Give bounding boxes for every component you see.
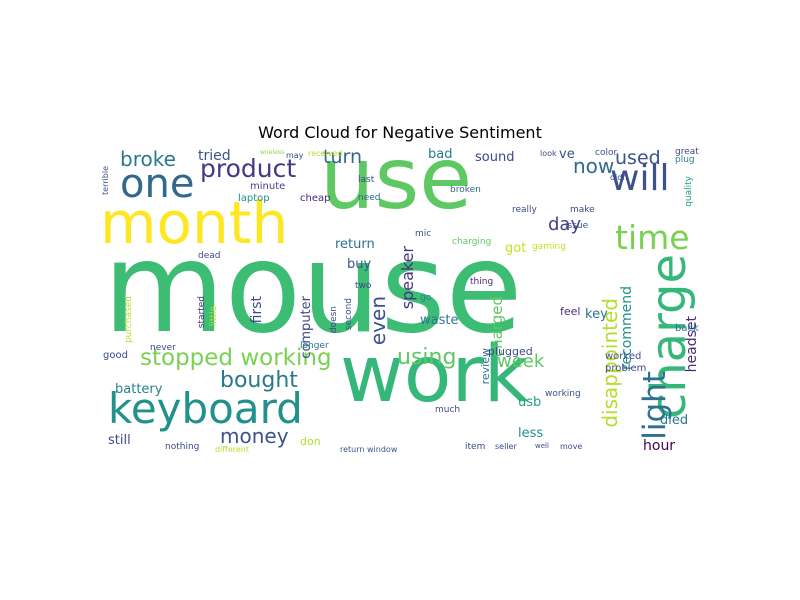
word-working: working xyxy=(545,389,581,399)
word-good: good xyxy=(103,350,128,361)
word-dead: dead xyxy=(198,251,221,261)
word-started: started xyxy=(197,296,207,329)
word-will: will xyxy=(610,158,670,199)
word-work: work xyxy=(340,330,529,420)
word-quality: quality xyxy=(684,176,694,207)
word-less: less xyxy=(518,426,544,441)
word-ve: ve xyxy=(559,147,575,162)
word-laptop: laptop xyxy=(238,193,270,204)
word-tried: tried xyxy=(198,148,231,164)
word-don: don xyxy=(300,435,321,448)
word-doesn: doesn xyxy=(329,306,339,334)
word-issue: issue xyxy=(565,221,589,231)
word-light: light xyxy=(637,371,673,440)
word-problem: problem xyxy=(605,363,647,374)
word-battery: battery xyxy=(115,382,163,397)
word-usb: usb xyxy=(518,395,542,410)
word-broke: broke xyxy=(120,147,176,171)
word-mic: mic xyxy=(415,229,432,239)
word-thing: thing xyxy=(470,277,494,287)
word-seller: seller xyxy=(495,442,517,451)
word-buy: buy xyxy=(347,257,372,272)
word-mouse: mouse xyxy=(103,216,523,361)
word-received: received xyxy=(308,149,343,158)
word-go: go xyxy=(420,293,432,303)
word-didn: didn xyxy=(610,173,628,182)
word-turn: turn xyxy=(323,146,363,168)
word-much: much xyxy=(435,405,461,415)
word-nothing: nothing xyxy=(165,442,200,452)
word-key: key xyxy=(585,307,608,322)
chart-title: Word Cloud for Negative Sentiment xyxy=(258,123,542,142)
word-little: little xyxy=(209,306,219,327)
word-got: got xyxy=(505,241,527,256)
word-move: move xyxy=(560,442,583,451)
word-minute: minute xyxy=(250,181,286,192)
word-hour: hour xyxy=(643,438,676,454)
word-last: last xyxy=(358,175,375,185)
word-may: may xyxy=(286,151,304,160)
word-return-window: return window xyxy=(340,445,398,454)
word-worked: worked xyxy=(605,351,642,362)
word-back: back xyxy=(675,323,699,334)
word-cheap: cheap xyxy=(300,193,331,204)
word-well: well xyxy=(535,442,549,450)
word-look: look xyxy=(540,149,557,158)
word-charging: charging xyxy=(452,237,492,247)
word-cloud: mouse use work month charge keyboard one will ti… xyxy=(100,146,730,461)
word-time: time xyxy=(615,218,690,257)
word-speaker: speaker xyxy=(398,246,417,310)
word-stopped-working: stopped working xyxy=(140,345,332,371)
word-first: first xyxy=(249,296,265,324)
word-gaming: gaming xyxy=(532,242,566,252)
word-money: money xyxy=(220,424,289,448)
word-different: different xyxy=(215,445,249,454)
word-second: second xyxy=(344,298,354,331)
word-make: make xyxy=(570,205,595,215)
word-died: died xyxy=(660,413,689,428)
word-use: use xyxy=(320,146,473,229)
word-purchased: purchased xyxy=(124,296,134,344)
word-plugged: plugged xyxy=(488,345,533,358)
word-need: need xyxy=(358,193,381,203)
word-bought: bought xyxy=(220,368,298,393)
word-still: still xyxy=(108,433,131,448)
word-really: really xyxy=(512,205,537,215)
word-sound: sound xyxy=(475,150,515,165)
word-month: month xyxy=(100,189,289,257)
word-color: color xyxy=(595,148,618,158)
word-two: two xyxy=(355,281,372,291)
word-using: using xyxy=(397,345,457,370)
word-item: item xyxy=(465,442,486,452)
word-used: used xyxy=(615,147,661,169)
word-now: now xyxy=(573,154,615,178)
word-day: day xyxy=(548,214,582,235)
word-waste: waste xyxy=(420,313,459,328)
word-wireless: wireless xyxy=(260,149,285,156)
word-one: one xyxy=(120,161,195,207)
word-return: return xyxy=(335,237,375,252)
word-plug: plug xyxy=(675,155,695,165)
word-longer: longer xyxy=(300,341,329,351)
word-even: even xyxy=(366,296,390,346)
word-bad: bad xyxy=(428,147,453,162)
word-never: never xyxy=(150,343,176,353)
word-feel: feel xyxy=(560,305,581,318)
word-great: great xyxy=(675,147,699,157)
word-broken: broken xyxy=(450,185,481,195)
word-week: week xyxy=(497,351,545,372)
word-terrible: terrible xyxy=(101,166,110,195)
word-keyboard: keyboard xyxy=(108,384,303,433)
word-product: product xyxy=(200,154,297,183)
